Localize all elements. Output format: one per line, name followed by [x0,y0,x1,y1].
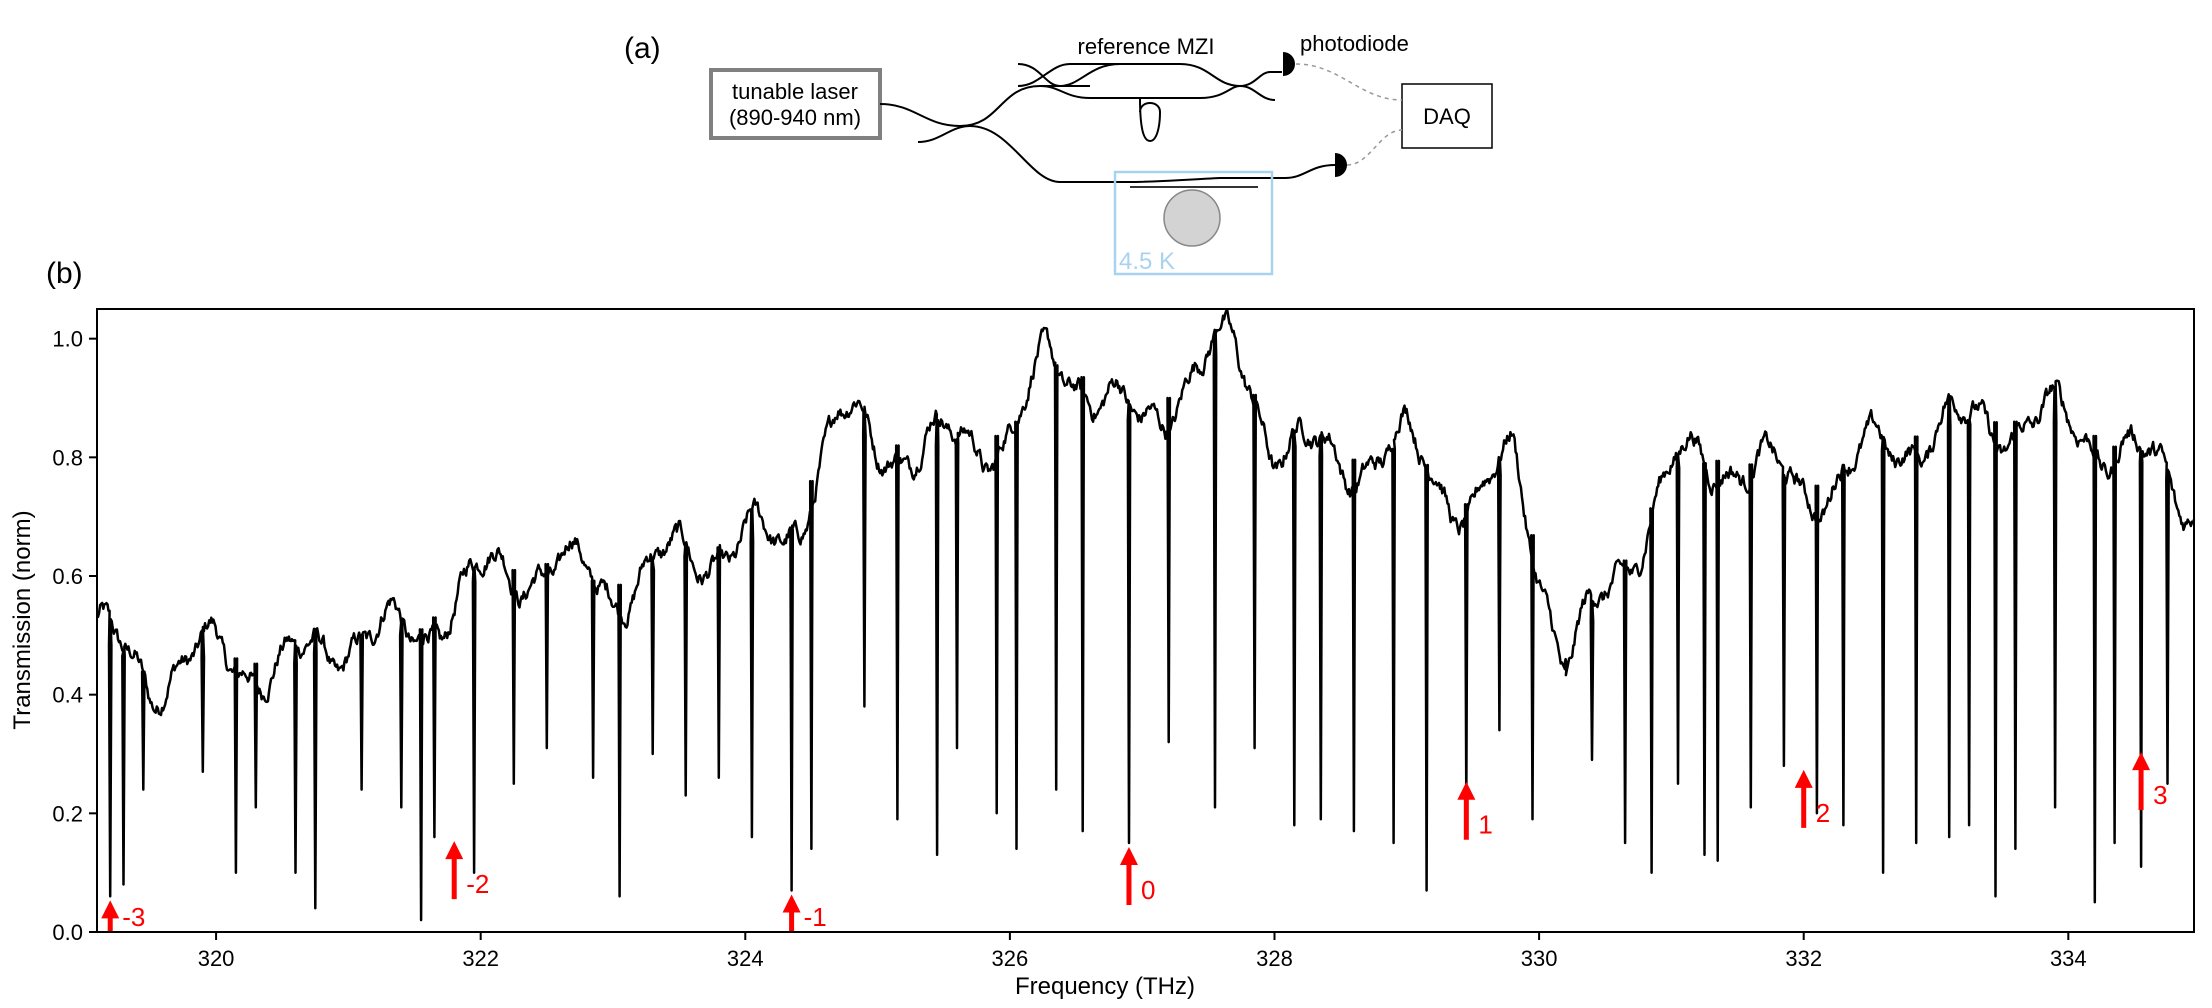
mzi-upper-arm [1120,63,1241,87]
mode-number-label: 1 [1478,810,1492,840]
x-tick-label: 328 [1256,946,1293,971]
laser-label-line2: (890-940 nm) [729,105,861,130]
y-tick-label: 0.8 [52,445,83,470]
y-tick-label: 0.6 [52,564,83,589]
fiber-splitter-stub [917,125,971,143]
panel-a-label: (a) [624,32,661,65]
arrow-head [445,841,464,860]
x-tick-label: 332 [1785,946,1822,971]
laser-label-line1: tunable laser [732,79,858,104]
cryostat-temperature-label: 4.5 K [1119,248,1175,275]
mode-arrow-2: 2 [1794,769,1830,828]
microresonator-disk [1163,189,1221,247]
y-tick-label: 1.0 [52,327,83,352]
x-tick-label: 322 [462,946,499,971]
fiber-to-photodiode-1 [1239,71,1282,87]
electrical-link-1 [1295,63,1403,101]
x-axis-label: Frequency (THz) [1015,973,1195,1000]
mode-number-label: -1 [804,902,827,932]
daq-box [1401,83,1493,149]
mzi-lower-arm-end [1130,85,1241,99]
x-tick-label: 334 [2050,946,2087,971]
panel-b-label: (b) [46,257,83,290]
mode-number-label: 0 [1141,875,1155,905]
panel-a-schematic: (a) tunable laser (890-940 nm) reference… [624,31,1493,276]
mode-number-label: 3 [2153,780,2167,810]
mode-arrow-0: 0 [1119,847,1155,905]
photodiode-icon [1335,153,1347,177]
mzi-output-stub [1239,85,1276,101]
mzi-label: reference MZI [1078,34,1215,59]
mzi-delay-loop [1139,97,1162,143]
arrow-head [2132,752,2151,771]
arrow-head [1457,781,1476,800]
fiber-laser-to-splitter [879,103,961,127]
mode-number-label: 2 [1816,798,1830,828]
mode-arrow--3: -3 [101,900,145,932]
x-tick-label: 320 [198,946,235,971]
panel-b-chart: (b) 320 322 324 326 328 330 332 3340.00.20.40.6… [9,257,2196,1000]
axis-ticks: 320 322 324 326 328 330 332 334 0.0 0.2 0.4 0.6 0.8 1… [52,327,2086,971]
transmission-series-line [96,309,2196,922]
mzi-lower-arm [1039,85,1200,99]
arrow-head [1794,769,1813,788]
arrow-head [782,894,801,913]
x-tick-label: 326 [992,946,1029,971]
y-tick-label: 0.0 [52,920,83,945]
mode-number-label: -2 [466,869,489,899]
mzi-coupler-left [1017,63,1061,87]
photodiode-icon [1283,52,1295,76]
mode-arrow-3: 3 [2132,752,2168,811]
daq-label: DAQ [1423,104,1471,129]
electrical-link-2 [1346,129,1403,166]
mzi-coupler-left-b [1059,63,1121,87]
mode-arrow--1: -1 [782,894,827,932]
photodiode-label: photodiode [1300,31,1409,56]
fiber-to-mzi [959,85,1090,127]
y-axis-label: Transmission (norm) [9,510,36,729]
mode-arrow--2: -2 [445,841,489,900]
cryostat-box [1113,170,1274,276]
y-tick-label: 0.4 [52,683,83,708]
x-tick-label: 330 [1521,946,1558,971]
fiber-to-cryostat [969,125,1336,183]
fiber-network [879,63,1336,183]
mode-arrow-1: 1 [1457,781,1493,840]
arrow-head [101,900,120,919]
mode-number-label: -3 [122,902,145,932]
plot-frame [96,308,2195,933]
mzi-upper-arm-start [1017,63,1180,87]
arrow-head [1119,847,1138,865]
mode-annotations: -3 -2 -1 0 1 2 3 [101,752,2168,932]
y-tick-label: 0.2 [52,801,83,826]
x-tick-label: 324 [727,946,764,971]
